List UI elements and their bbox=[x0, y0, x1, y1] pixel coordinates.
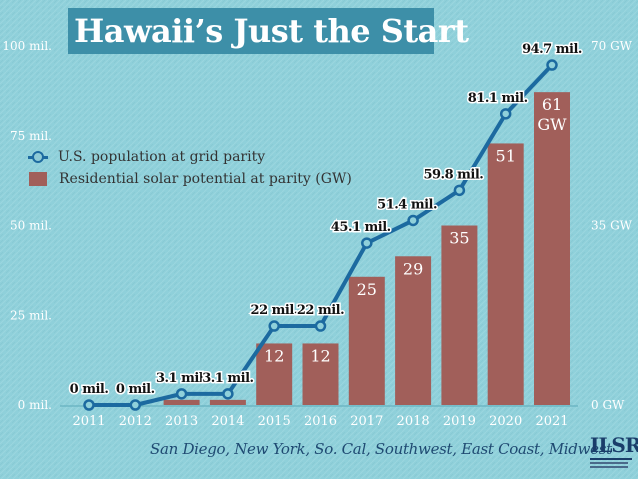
bar bbox=[302, 343, 339, 405]
legend-label-population: U.S. population at grid parity bbox=[58, 149, 266, 165]
bar-value-label: 35 bbox=[449, 229, 469, 248]
bar bbox=[348, 276, 385, 405]
legend-item-population: U.S. population at grid parity bbox=[28, 146, 352, 168]
x-tick-label: 2012 bbox=[119, 414, 152, 429]
y-left-tick-label: 25 mil. bbox=[10, 308, 52, 322]
x-tick-label: 2017 bbox=[350, 414, 383, 429]
line-point bbox=[83, 399, 95, 411]
bar bbox=[256, 343, 293, 405]
legend: U.S. population at grid parity Residenti… bbox=[28, 146, 352, 190]
line-point bbox=[453, 184, 466, 197]
x-tick-label: 2015 bbox=[258, 414, 291, 429]
bar bbox=[441, 225, 478, 405]
legend-label-solar: Residential solar potential at parity (G… bbox=[59, 171, 352, 187]
line-value-label: 81.1 mil. bbox=[468, 91, 528, 106]
bar-value-label: 25 bbox=[357, 280, 377, 299]
line-point bbox=[361, 237, 373, 249]
bar-value-label: 12 bbox=[264, 346, 284, 365]
chart-title: Hawaii’s Just the Start bbox=[68, 8, 469, 54]
bar bbox=[209, 399, 246, 405]
line-point bbox=[175, 388, 188, 400]
bar bbox=[534, 92, 570, 406]
bar-value-label: GW bbox=[537, 115, 567, 134]
chart-subtitle: San Diego, New York, So. Cal, Southwest,… bbox=[150, 440, 612, 458]
line-value-label: 3.1 mil. bbox=[202, 371, 253, 386]
legend-item-solar: Residential solar potential at parity (G… bbox=[28, 168, 352, 190]
bar bbox=[487, 143, 524, 405]
x-tick-label: 2016 bbox=[304, 414, 337, 429]
line-value-label: 59.8 mil. bbox=[423, 167, 483, 182]
y-left-tick-label: 0 mil. bbox=[18, 398, 52, 412]
bar-value-label: 51 bbox=[496, 146, 516, 165]
bar bbox=[395, 256, 432, 405]
x-tick-label: 2020 bbox=[489, 414, 522, 429]
line-marker-icon bbox=[28, 151, 48, 163]
line-point bbox=[314, 320, 327, 332]
x-tick-label: 2018 bbox=[397, 414, 430, 429]
y-left-tick-label: 50 mil. bbox=[10, 219, 52, 233]
ilsr-logo: ILSR bbox=[590, 433, 638, 474]
y-left-tick-label: 75 mil. bbox=[10, 129, 52, 143]
line-value-label: 94.7 mil. bbox=[522, 42, 582, 57]
line-value-label: 22 mil. bbox=[251, 303, 298, 318]
bar-value-label: 61 bbox=[542, 95, 562, 114]
line-value-label: 0 mil. bbox=[70, 382, 109, 397]
y-right-tick-label: 0 GW bbox=[591, 398, 625, 412]
logo-text: ILSR bbox=[590, 433, 638, 457]
y-right-tick-label: 35 GW bbox=[591, 219, 633, 233]
line-point bbox=[499, 108, 512, 120]
y-left-tick-label: 100 mil. bbox=[2, 39, 52, 53]
x-tick-label: 2019 bbox=[443, 414, 476, 429]
bar-value-label: 29 bbox=[403, 259, 423, 278]
x-tick-label: 2013 bbox=[165, 414, 198, 429]
line-value-label: 51.4 mil. bbox=[377, 197, 437, 212]
x-tick-label: 2021 bbox=[535, 414, 568, 429]
x-tick-label: 2011 bbox=[72, 414, 105, 429]
line-value-label: 45.1 mil. bbox=[331, 220, 391, 235]
line-point bbox=[407, 214, 419, 227]
bar-value-label: 12 bbox=[310, 346, 330, 365]
line-value-label: 22 mil. bbox=[297, 303, 344, 318]
bar-swatch-icon bbox=[29, 172, 47, 186]
line-value-label: 0 mil. bbox=[116, 382, 155, 397]
x-tick-label: 2014 bbox=[211, 414, 244, 429]
y-right-tick-label: 70 GW bbox=[591, 39, 633, 53]
line-point bbox=[129, 399, 142, 411]
bar bbox=[163, 399, 200, 405]
line-point bbox=[222, 388, 234, 400]
line-value-label: 3.1 mil. bbox=[156, 371, 207, 386]
line-point bbox=[546, 59, 558, 71]
line-point bbox=[268, 320, 280, 332]
